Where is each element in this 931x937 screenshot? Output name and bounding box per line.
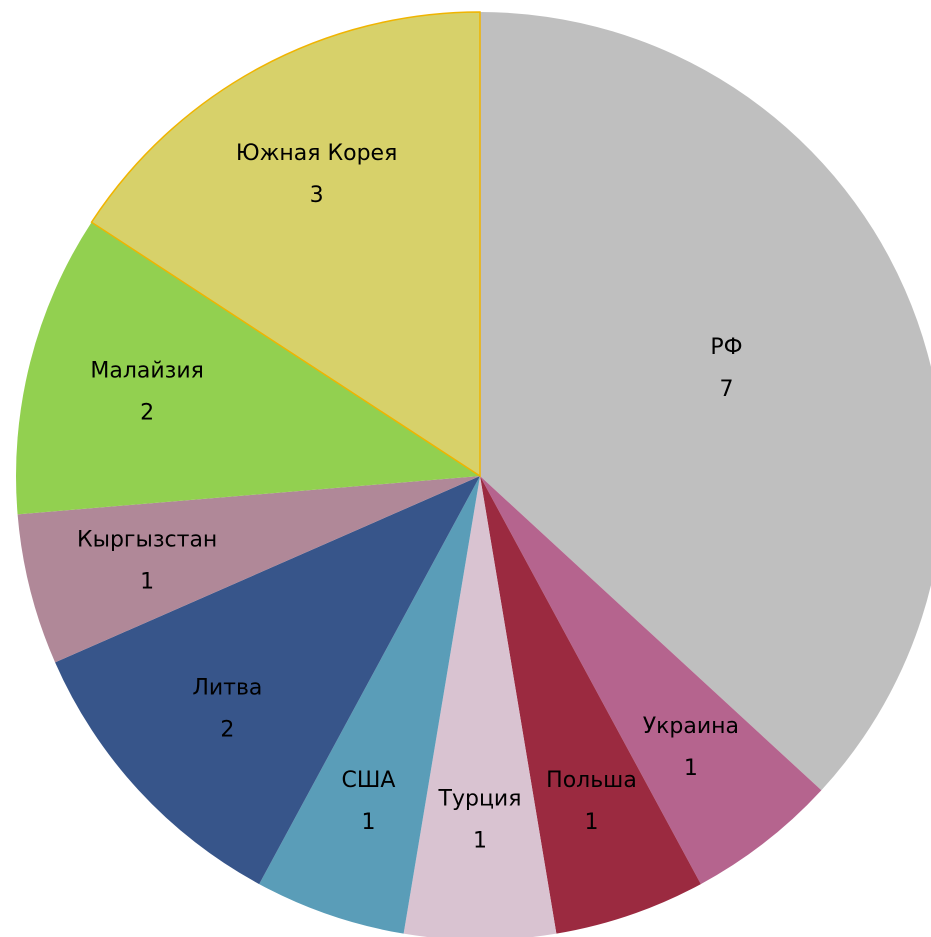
value-label: 1 <box>140 569 154 594</box>
value-label: 2 <box>140 401 154 426</box>
slice-label: РФ <box>710 335 742 360</box>
pie-slice <box>403 476 557 937</box>
pie-slice <box>259 476 480 934</box>
slice-label: Литва <box>192 676 262 701</box>
value-label: 1 <box>362 810 376 835</box>
pie-slice <box>15 222 480 515</box>
value-label: 2 <box>220 718 234 743</box>
pie-slice <box>480 476 822 885</box>
value-label: 1 <box>473 828 487 853</box>
pie-slice <box>90 11 481 478</box>
slice-label: Южная Корея <box>236 141 397 166</box>
pie-slice <box>480 12 931 791</box>
slice-label: Малайзия <box>90 359 204 384</box>
slice-label: Польша <box>546 768 637 793</box>
slice-label: США <box>342 768 396 793</box>
slice-label: Кыргызстан <box>77 527 217 552</box>
pie-slice <box>480 476 701 934</box>
value-label: 7 <box>719 377 733 402</box>
pie-slice <box>17 476 480 663</box>
slice-label: Турция <box>438 786 522 811</box>
value-label: 1 <box>684 756 698 781</box>
pie-slice <box>55 476 480 885</box>
value-label: 3 <box>310 183 324 208</box>
value-label: 1 <box>584 810 598 835</box>
slice-label: Украина <box>643 714 739 739</box>
